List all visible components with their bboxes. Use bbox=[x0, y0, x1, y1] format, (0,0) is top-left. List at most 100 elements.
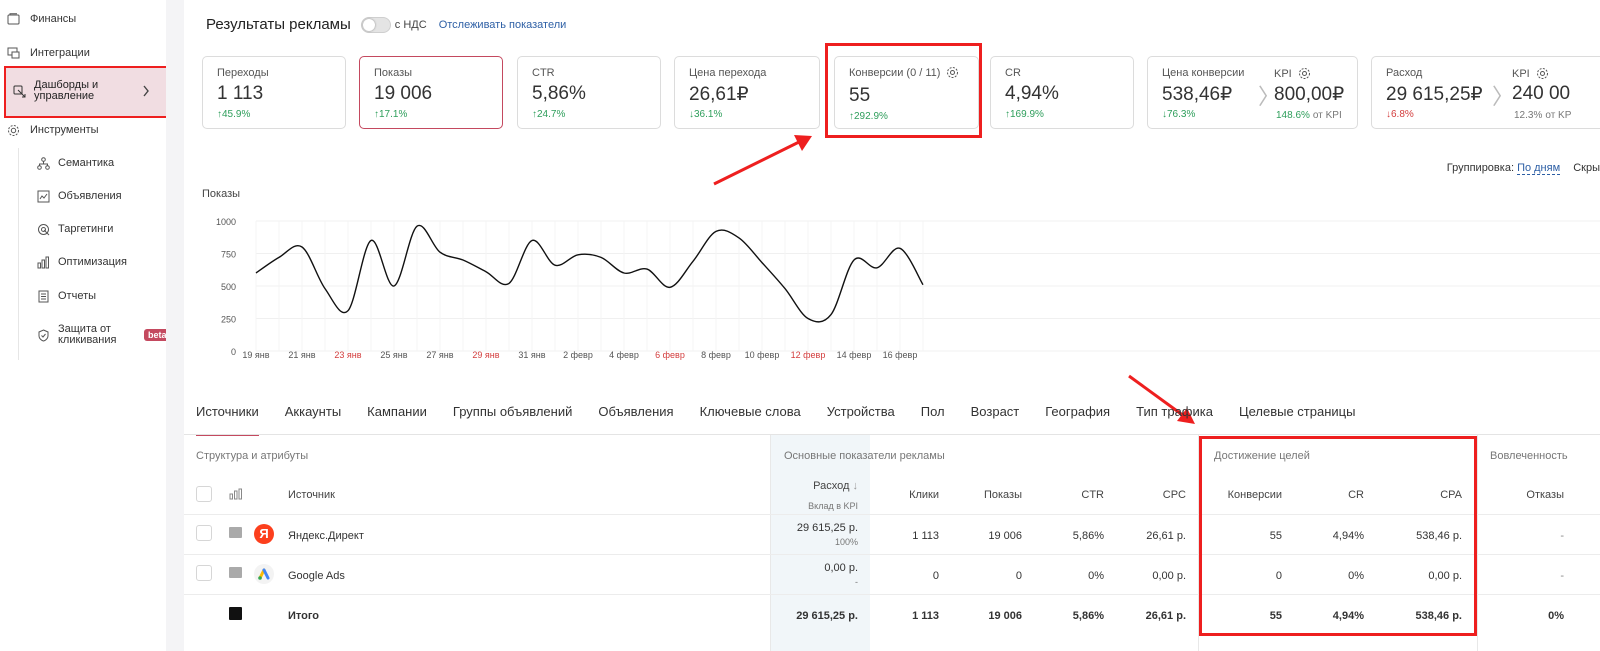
metric-card-ctr[interactable]: CTR 5,86% ↑24.7% bbox=[517, 56, 661, 129]
sidebar-item-label: Объявления bbox=[58, 190, 122, 202]
tab-gender[interactable]: Пол bbox=[920, 404, 945, 419]
chart-ytick-label: 250 bbox=[221, 315, 236, 325]
column-header-cpa[interactable]: CPA bbox=[1440, 489, 1462, 501]
column-group-divider bbox=[1477, 435, 1478, 651]
column-header-ctr[interactable]: CTR bbox=[1081, 489, 1104, 501]
ads-icon bbox=[36, 189, 50, 203]
select-all-checkbox[interactable] bbox=[196, 486, 212, 502]
column-header-cpc[interactable]: CPC bbox=[1162, 489, 1186, 501]
tab-devices[interactable]: Устройства bbox=[826, 404, 895, 419]
row-chart-icon[interactable] bbox=[229, 567, 242, 578]
metric-value: 4,94% bbox=[1005, 83, 1059, 104]
track-metrics-link[interactable]: Отслеживать показатели bbox=[438, 18, 567, 31]
sidebar-item-finance[interactable]: Финансы bbox=[6, 12, 76, 26]
cell-spend: 0,00 р. bbox=[824, 562, 858, 574]
metric-card-cr[interactable]: CR 4,94% ↑169.9% bbox=[990, 56, 1134, 129]
chart-ytick-label: 1000 bbox=[216, 217, 236, 227]
column-subheader-kpi: Вклад в KPI bbox=[808, 501, 858, 511]
tab-geography[interactable]: География bbox=[1045, 404, 1111, 419]
gear-icon[interactable] bbox=[1298, 67, 1311, 80]
tab-age[interactable]: Возраст bbox=[970, 404, 1020, 419]
gear-icon[interactable] bbox=[946, 66, 959, 79]
chart-xtick-label: 29 янв bbox=[472, 350, 499, 360]
target-icon bbox=[36, 222, 50, 236]
metric-label: CR bbox=[1005, 67, 1021, 79]
metric-value: 1 113 bbox=[217, 83, 264, 104]
chart-toggle-icon[interactable] bbox=[229, 488, 243, 503]
sidebar-subitem-semantics[interactable]: Семантика bbox=[36, 156, 114, 170]
sorted-column-highlight bbox=[770, 435, 870, 651]
row-chart-icon[interactable] bbox=[229, 527, 242, 538]
sidebar-item-label: Финансы bbox=[30, 13, 77, 25]
shield-icon bbox=[36, 328, 50, 342]
chart-xtick-label: 8 февр bbox=[701, 350, 731, 360]
metric-label-row: Конверсии (0 / 11) bbox=[849, 66, 959, 79]
chevron-right-icon bbox=[142, 85, 150, 100]
metric-value: 19 006 bbox=[374, 83, 433, 104]
column-header-source[interactable]: Источник bbox=[288, 489, 335, 501]
metric-label: Расход bbox=[1386, 67, 1423, 79]
highlight-box-conversions bbox=[825, 43, 982, 138]
row-checkbox[interactable] bbox=[196, 525, 212, 541]
metric-label: Конверсии (0 / 11) bbox=[849, 66, 941, 79]
column-header-cr[interactable]: CR bbox=[1348, 489, 1364, 501]
row-checkbox[interactable] bbox=[196, 565, 212, 581]
chart-ytick-label: 500 bbox=[221, 282, 236, 292]
total-cpc: 26,61 р. bbox=[1145, 610, 1186, 622]
hide-link[interactable]: Скры bbox=[1573, 162, 1600, 174]
cell-cpa: 538,46 р. bbox=[1416, 530, 1462, 542]
kpi-percent: 148.6% bbox=[1276, 110, 1310, 121]
tab-landing-pages[interactable]: Целевые страницы bbox=[1238, 404, 1356, 419]
cell-clicks: 1 113 bbox=[912, 530, 939, 542]
sort-arrow-icon: ↓ bbox=[852, 480, 859, 492]
metric-label: Цена конверсии bbox=[1162, 67, 1245, 79]
dashboard-icon bbox=[13, 85, 26, 101]
column-group-divider bbox=[770, 435, 771, 651]
annotation-arrowhead bbox=[794, 135, 812, 151]
tab-ad-groups[interactable]: Группы объявлений bbox=[452, 404, 573, 419]
cell-cr: 0% bbox=[1348, 570, 1364, 582]
kpi-separator: 〉 bbox=[1492, 84, 1515, 109]
chart-xtick-label: 4 февр bbox=[609, 350, 639, 360]
row-source[interactable]: Яндекс.Директ bbox=[288, 530, 364, 542]
column-header-spend[interactable]: Расход ↓ bbox=[776, 480, 858, 492]
column-header-bounces[interactable]: Отказы bbox=[1526, 489, 1564, 501]
sidebar-item-dashboards[interactable]: Дашборды и управление bbox=[4, 66, 170, 118]
group-header-goals: Достижение целей bbox=[1214, 450, 1310, 462]
chart-xtick-label: 23 янв bbox=[334, 350, 361, 360]
tab-accounts[interactable]: Аккаунты bbox=[284, 404, 342, 419]
tab-sources[interactable]: Источники bbox=[196, 404, 259, 436]
sidebar-subitem-reports[interactable]: Отчеты bbox=[36, 289, 96, 303]
metric-card-shows[interactable]: Показы 19 006 ↑17.1% bbox=[359, 56, 503, 129]
sidebar-subitem-ads[interactable]: Объявления bbox=[36, 189, 122, 203]
column-header-shows[interactable]: Показы bbox=[983, 489, 1022, 501]
gear-icon[interactable] bbox=[1536, 67, 1549, 80]
metric-delta: ↑17.1% bbox=[374, 109, 408, 120]
grouping-value-link[interactable]: По дням bbox=[1517, 162, 1561, 175]
beta-badge: beta bbox=[144, 329, 171, 341]
cell-cr: 4,94% bbox=[1332, 530, 1364, 542]
metric-card-cpc[interactable]: Цена перехода 26,61₽ ↓36.1% bbox=[674, 56, 820, 129]
sidebar-item-integrations[interactable]: Интеграции bbox=[6, 46, 90, 60]
metric-delta: ↓6.8% bbox=[1386, 109, 1414, 120]
metric-card-clicks[interactable]: Переходы 1 113 ↑45.9% bbox=[202, 56, 346, 129]
metric-card-cpa[interactable]: Цена конверсии 538,46₽ ↓76.3% 〉 KPI 800,… bbox=[1147, 56, 1358, 129]
row-source[interactable]: Google Ads bbox=[288, 570, 345, 582]
kpi-note-row: 12.3% от KP bbox=[1514, 110, 1571, 121]
sidebar-item-tools[interactable]: Инструменты bbox=[6, 123, 99, 137]
sidebar-subitem-optimization[interactable]: Оптимизация bbox=[36, 255, 127, 269]
tab-keywords[interactable]: Ключевые слова bbox=[699, 404, 801, 419]
tab-ads[interactable]: Объявления bbox=[598, 404, 674, 419]
row-divider bbox=[184, 594, 1600, 595]
column-header-clicks[interactable]: Клики bbox=[909, 489, 939, 501]
sidebar-subitem-targeting[interactable]: Таргетинги bbox=[36, 222, 113, 236]
sidebar-subitem-click-protection[interactable]: Защита от кликивания beta bbox=[36, 324, 171, 346]
metric-card-spend[interactable]: Расход 29 615,25₽ ↓6.8% 〉 KPI 240 00 12.… bbox=[1371, 56, 1600, 129]
sidebar-item-label: Семантика bbox=[58, 157, 115, 169]
metric-card-conversions[interactable]: Конверсии (0 / 11) 55 ↑292.9% bbox=[834, 56, 979, 129]
tabs-divider bbox=[184, 434, 1600, 435]
column-header-conversions[interactable]: Конверсии bbox=[1227, 489, 1282, 501]
vat-toggle[interactable] bbox=[360, 16, 391, 33]
tab-campaigns[interactable]: Кампании bbox=[367, 404, 427, 419]
tab-traffic-type[interactable]: Тип трафика bbox=[1136, 404, 1213, 419]
